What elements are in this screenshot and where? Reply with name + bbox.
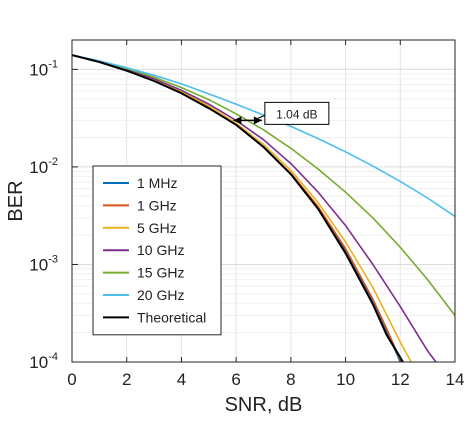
series-layer [72, 54, 455, 362]
legend-label-1-mhz: 1 MHz [137, 175, 177, 191]
annotation-arrowhead-left [233, 116, 242, 125]
x-tick-label: 10 [336, 370, 355, 389]
annotation-layer: 1.04 dB [233, 101, 330, 125]
x-tick-label: 0 [67, 370, 76, 389]
plot-frame [71, 39, 456, 363]
x-tick-label: 14 [446, 370, 465, 389]
legend-label-theoretical: Theoretical [137, 309, 206, 325]
x-tick-label: 2 [122, 370, 131, 389]
legend-label-20-ghz: 20 GHz [137, 287, 184, 303]
annotation-arrowhead-right [253, 116, 262, 125]
y-tick-label: 10-2 [29, 156, 58, 177]
legend-label-10-ghz: 10 GHz [137, 242, 184, 258]
series-line-15-ghz [72, 54, 455, 316]
x-tick-label: 6 [231, 370, 240, 389]
x-tick-label: 4 [177, 370, 186, 389]
x-tick-label: 12 [391, 370, 410, 389]
legend-label-5-ghz: 5 GHz [137, 220, 177, 236]
series-line-10-ghz [72, 54, 437, 362]
series-line-theoretical [72, 54, 404, 362]
y-tick-label: 10-1 [29, 58, 58, 79]
y-tick-label: 10-4 [29, 351, 58, 372]
series-line-20-ghz [72, 54, 455, 218]
annotation-box [264, 101, 330, 125]
annotation-text: 1.04 dB [276, 107, 317, 121]
legend-layer: 1 MHz 1 GHz 5 GHz 10 GHz 15 GHz 20 GHz Theoret… [92, 165, 222, 336]
legend-label-15-ghz: 15 GHz [137, 265, 184, 281]
y-axis-label: BER [5, 180, 27, 221]
y-tick-label: 10-3 [29, 253, 58, 274]
tick-layer: 0 2 4 6 8 10 12 14 10-1 10-2 10-3 10-4 [29, 40, 464, 389]
legend-label-1-ghz: 1 GHz [137, 197, 177, 213]
x-tick-label: 8 [286, 370, 295, 389]
x-axis-label: SNR, dB [225, 394, 303, 416]
